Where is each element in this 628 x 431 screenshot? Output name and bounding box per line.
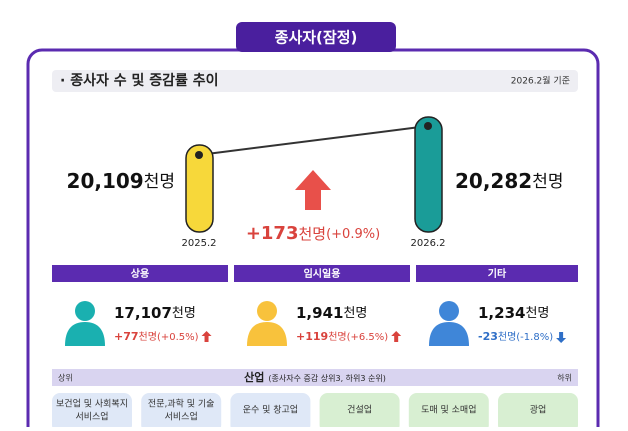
unit: 천명 [532, 172, 563, 192]
number: +119 [296, 330, 328, 343]
group-header [416, 265, 578, 282]
pill-after [414, 116, 443, 233]
industry-item [52, 393, 132, 431]
title: 산업 [244, 370, 264, 384]
title-bar [52, 70, 578, 92]
rank-right: 하위 [557, 373, 572, 383]
date: 2025.2 [182, 238, 217, 249]
date: 2026.2 [411, 238, 446, 249]
rate: (+6.5%) [347, 332, 389, 343]
group-value: 17,107천명 [114, 304, 196, 322]
industry-item [319, 393, 400, 431]
up-arrow [391, 331, 402, 342]
icon-head [75, 301, 95, 321]
down-arrow [556, 332, 567, 343]
title: · 종사자 수 및 증감률 추이 [60, 72, 219, 89]
number: 1,941 [296, 304, 343, 322]
total-after: 20,282천명 [455, 169, 563, 193]
rate: (+0.9%) [326, 227, 380, 242]
number: -23 [478, 330, 498, 343]
unit: 천명 [144, 172, 175, 192]
total-before: 20,109천명 [67, 169, 175, 193]
industry-label: 서비스업 [165, 412, 198, 423]
industry-item [408, 393, 489, 431]
number: 20,282 [455, 169, 532, 193]
number: 1,234 [478, 304, 525, 322]
group-change: -23천명(-1.8%) [478, 330, 553, 343]
group-name: 기타 [488, 267, 507, 280]
icon-body [429, 322, 469, 346]
industry-label: 건설업 [347, 405, 372, 416]
group-header [52, 265, 228, 282]
unit: 천명 [498, 331, 516, 343]
rate: (+0.5%) [157, 332, 199, 343]
number: 20,109 [67, 169, 144, 193]
group-value: 1,941천명 [296, 304, 367, 322]
pill-before [185, 144, 214, 233]
unit: 천명 [172, 306, 196, 321]
dot [424, 122, 432, 130]
icon-body [247, 322, 287, 346]
group-change: +77천명(+0.5%) [114, 330, 199, 343]
industry-label: 전문,과학 및 기술 [148, 398, 215, 410]
unit: 천명 [525, 306, 549, 321]
connector [198, 125, 429, 156]
group-name: 임시일용 [304, 267, 341, 280]
rate: (-1.8%) [516, 332, 553, 343]
industry-label: 광업 [530, 404, 547, 416]
industry-label: 보건업 및 사회복지 [56, 398, 128, 410]
group-header [234, 265, 410, 282]
dot [195, 151, 203, 159]
total-change: +173천명(+0.9%) [246, 223, 380, 244]
icon-head [439, 301, 459, 321]
number: 17,107 [114, 304, 172, 322]
note: (종사자수 증감 상위3, 하위3 순위) [268, 373, 385, 383]
icon-head [257, 301, 277, 321]
tab [236, 22, 396, 52]
icon-body [65, 322, 105, 346]
number: +77 [114, 330, 139, 343]
industry-label: 운수 및 창고업 [243, 404, 298, 416]
industry-label: 서비스업 [75, 412, 108, 423]
industry-label: 도매 및 소매업 [421, 404, 476, 416]
group-value: 1,234천명 [478, 304, 549, 322]
industry-item [230, 393, 311, 431]
industry-title: 산업 (종사자수 증감 상위3, 하위3 순위) [244, 370, 386, 384]
unit: 천명 [328, 331, 346, 343]
basis: 2026.2월 기준 [511, 75, 570, 87]
unit: 천명 [139, 331, 157, 343]
industry-item [498, 393, 578, 431]
groups: 상용17,107천명+77천명(+0.5%)임시일용1,941천명+119천명(… [52, 265, 578, 346]
industry-item [141, 393, 222, 431]
up-arrow [201, 331, 212, 342]
rank-left: 상위 [58, 373, 73, 383]
unit: 천명 [343, 306, 367, 321]
group-name: 상용 [131, 267, 149, 280]
group-change: +119천명(+6.5%) [296, 330, 388, 343]
industry-bar [52, 369, 578, 386]
up-arrow [295, 170, 331, 210]
tab-text: 종사자(잠정) [275, 29, 358, 47]
unit: 천명 [298, 225, 326, 243]
number: +173 [246, 223, 299, 244]
